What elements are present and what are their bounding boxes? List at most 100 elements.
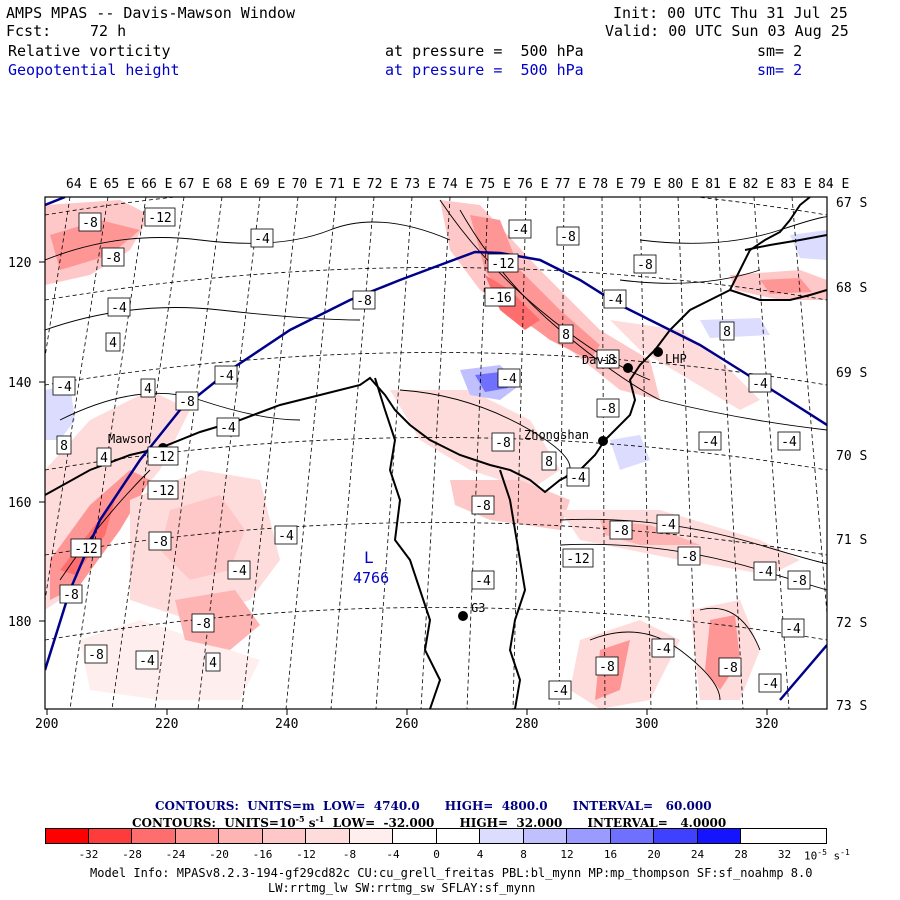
field2-name: Geopotential height — [8, 61, 180, 79]
svg-text:-4: -4 — [56, 380, 72, 395]
svg-text:-4: -4 — [660, 518, 676, 533]
colorbar-units: 10-5 s-1 — [804, 848, 850, 863]
contour-label: -8 — [191, 613, 215, 633]
svg-text:-8: -8 — [88, 648, 104, 663]
contour-label: -8 — [352, 290, 376, 310]
colorbar-tick-label: -24 — [165, 848, 186, 861]
lon-label: 69 E — [254, 177, 286, 192]
contour-label: 4 — [140, 378, 156, 398]
lon-label: 80 E — [667, 177, 699, 192]
lat-label: 70 S — [836, 449, 868, 464]
station-marker-davis[interactable] — [623, 363, 633, 373]
svg-text:-8: -8 — [63, 588, 79, 603]
svg-text:-4: -4 — [254, 232, 270, 247]
svg-text:-8: -8 — [195, 617, 211, 632]
contour-label: -4 — [698, 431, 722, 451]
contour-label: -4 — [107, 297, 131, 317]
colorbar-cell — [306, 828, 350, 844]
forecast-label: Fcst: — [6, 22, 52, 40]
init-time: Init: 00 UTC Thu 31 Jul 25 — [613, 4, 848, 22]
contour-label: -12 — [487, 253, 519, 273]
svg-text:-4: -4 — [757, 565, 773, 580]
colorbar-cell — [480, 828, 524, 844]
svg-text:-4: -4 — [781, 435, 797, 450]
contour-label: -4 — [753, 561, 777, 581]
low-center-value: 4766 — [353, 569, 390, 587]
svg-text:4: 4 — [144, 382, 152, 397]
forecast-hour: 72 h — [90, 22, 127, 40]
lon-label: 75 E — [479, 177, 511, 192]
lon-label: 83 E — [780, 177, 812, 192]
svg-text:-4: -4 — [752, 377, 768, 392]
contour-label: -8 — [148, 531, 172, 551]
colorbar-tick-label: -12 — [296, 848, 316, 861]
contour-label: 4 — [96, 447, 112, 467]
contour-label: -8 — [471, 495, 495, 515]
lon-label: 76 E — [517, 177, 549, 192]
lon-label: 72 E — [366, 177, 399, 192]
station-marker-lhp[interactable] — [653, 347, 663, 357]
contour-label: -8 — [718, 657, 742, 677]
svg-text:-4: -4 — [552, 684, 568, 699]
colorbar-tick-label: 16 — [603, 848, 618, 861]
svg-text:-8: -8 — [600, 353, 616, 368]
lat-label: 68 S — [836, 281, 868, 296]
colorbar-cell — [175, 828, 219, 844]
contour-label: -4 — [250, 228, 274, 248]
contour-label: -12 — [562, 548, 594, 568]
contour-label: -8 — [84, 644, 108, 664]
x-grid-label: 300 — [635, 717, 659, 732]
svg-text:-4: -4 — [139, 654, 155, 669]
svg-text:-8: -8 — [105, 251, 121, 266]
contour-label: -8 — [677, 546, 701, 566]
geopotential-contours — [45, 197, 827, 701]
contour-label: -8 — [596, 398, 620, 418]
contour-label: -8 — [633, 254, 657, 274]
contour-label: -8 — [491, 432, 515, 452]
contour-label: -12 — [147, 446, 179, 466]
low-center-marker: L — [364, 548, 374, 567]
colorbar-tick-label: -20 — [209, 848, 229, 861]
contour-label: -8 — [175, 391, 199, 411]
station-marker-zhongshan[interactable] — [598, 436, 608, 446]
contour-label: -8 — [101, 247, 125, 267]
svg-text:-8: -8 — [600, 402, 616, 417]
contour-label: -4 — [748, 373, 772, 393]
lon-label: 68 E — [216, 177, 248, 192]
svg-text:-8: -8 — [475, 499, 491, 514]
svg-text:-8: -8 — [152, 535, 168, 550]
contour-label: -4 — [781, 618, 805, 638]
colorbar-cell — [393, 828, 437, 844]
lon-label: 79 E — [630, 177, 662, 192]
svg-text:4: 4 — [209, 656, 217, 671]
contour-label: -8 — [595, 656, 619, 676]
y-grid-label: 160 — [8, 496, 32, 511]
svg-text:-4: -4 — [785, 622, 801, 637]
contour-label: -4 — [758, 673, 782, 693]
lon-label: 66 E — [141, 177, 173, 192]
station-marker-g3[interactable] — [458, 611, 468, 621]
svg-text:-8: -8 — [599, 660, 615, 675]
x-grid-label: 320 — [755, 717, 779, 732]
svg-text:8: 8 — [60, 439, 68, 454]
map-frame — [44, 196, 828, 710]
svg-text:-4: -4 — [278, 529, 294, 544]
svg-text:-4: -4 — [111, 301, 127, 316]
svg-text:-12: -12 — [151, 450, 174, 465]
svg-text:-4: -4 — [501, 372, 517, 387]
colorbar-tick-label: 0 — [433, 848, 440, 861]
contour-label: -16 — [484, 287, 516, 307]
colorbar-tick-label: -16 — [252, 848, 273, 861]
contour-label: 4 — [205, 652, 221, 672]
colorbar-tick-label: 32 — [777, 848, 792, 861]
colorbar-tick-label: 4 — [476, 848, 484, 861]
vorticity-contour-info: CONTOURS: UNITS=10-5 s-1 LOW= -32.000 HI… — [132, 814, 727, 830]
contour-label: 8 — [719, 321, 735, 341]
svg-text:-4: -4 — [220, 421, 236, 436]
svg-text:-8: -8 — [681, 550, 697, 565]
contour-label-group: -8 -12 -8 -4 -4 4 -4 -8 -4 -12 4 4 -12 -16 8 -4 -8 -4 -8 -1… — [52, 207, 811, 700]
svg-text:-8: -8 — [356, 294, 372, 309]
contour-label: -4 — [656, 514, 680, 534]
svg-text:-12: -12 — [151, 484, 174, 499]
contour-label: 8 — [541, 451, 557, 471]
